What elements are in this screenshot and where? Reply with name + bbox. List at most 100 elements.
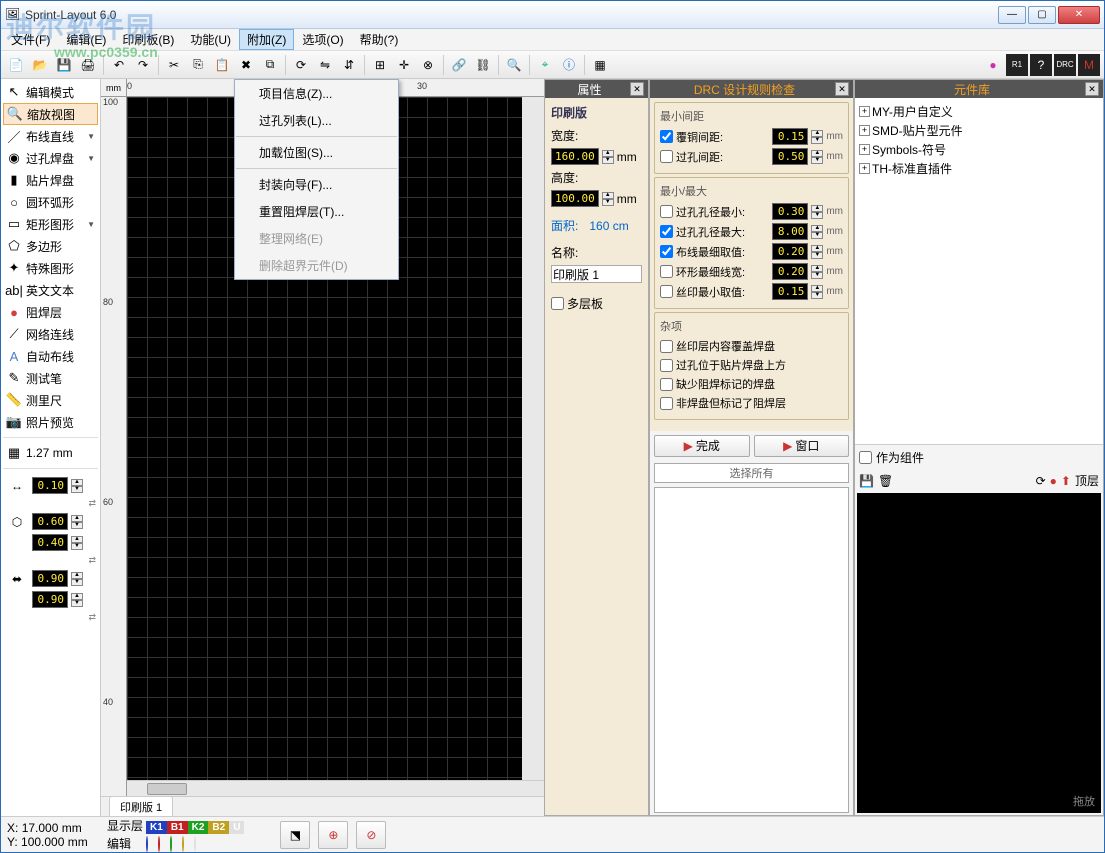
drc-select-all[interactable]: 选择所有 (654, 463, 849, 483)
maximize-button[interactable]: ▢ (1028, 6, 1056, 24)
tool-测试笔[interactable]: ✎测试笔 (3, 367, 98, 389)
tool-缩放视图[interactable]: 🔍缩放视图 (3, 103, 98, 125)
drc-close-icon[interactable]: ✕ (835, 82, 849, 96)
align-icon[interactable]: ⊞ (369, 54, 391, 76)
layer-chip[interactable]: K2 (188, 821, 209, 834)
r1-icon[interactable]: R1 (1006, 54, 1028, 76)
link-icon[interactable]: 🔗 (448, 54, 470, 76)
layer-chip[interactable]: U (229, 821, 244, 834)
board-tab[interactable]: 印刷版 1 (109, 796, 173, 816)
tool-阻焊层[interactable]: ●阻焊层 (3, 301, 98, 323)
tool-圆环弧形[interactable]: ○圆环弧形 (3, 191, 98, 213)
dropdown-item[interactable]: 过孔列表(L)... (235, 107, 398, 134)
refresh-icon[interactable]: ⟳ (1036, 474, 1046, 488)
drc-checkbox[interactable] (660, 205, 673, 218)
record-comp-icon[interactable]: ● (1050, 474, 1057, 488)
scrollbar-horizontal[interactable] (127, 780, 544, 796)
info-icon[interactable]: ⓘ (558, 54, 580, 76)
lib-node[interactable]: +Symbols-符号 (859, 140, 1099, 159)
fliph-icon[interactable]: ⇋ (314, 54, 336, 76)
drc-checkbox[interactable] (660, 265, 673, 278)
layer-radio[interactable] (194, 836, 196, 852)
as-component-checkbox[interactable] (859, 451, 872, 464)
new-icon[interactable]: 📄 (5, 54, 27, 76)
drc-value[interactable]: 0.15 (772, 128, 808, 145)
drc-result-list[interactable] (654, 487, 849, 814)
lib-close-icon[interactable]: ✕ (1085, 82, 1099, 96)
flipv-icon[interactable]: ⇵ (338, 54, 360, 76)
param-row[interactable]: 0.90▲▼ (5, 591, 96, 608)
layer-chip[interactable]: B2 (208, 821, 229, 834)
dropdown-item[interactable]: 重置阻焊层(T)... (235, 198, 398, 225)
props-close-icon[interactable]: ✕ (630, 82, 644, 96)
unlink-icon[interactable]: ⛓ (472, 54, 494, 76)
tool-特殊图形[interactable]: ✦特殊图形 (3, 257, 98, 279)
layer-radio[interactable] (158, 836, 160, 852)
board-name-input[interactable] (551, 265, 642, 283)
snap-icon[interactable]: ✛ (393, 54, 415, 76)
component-canvas[interactable]: 拖放 (857, 493, 1101, 813)
tool-编辑模式[interactable]: ↖编辑模式 (3, 81, 98, 103)
tool-矩形图形[interactable]: ▭矩形图形▼ (3, 213, 98, 235)
drc-checkbox[interactable] (660, 378, 673, 391)
width-value[interactable]: 160.00 (551, 148, 599, 165)
lib-node[interactable]: +TH-标准直插件 (859, 159, 1099, 178)
param-row[interactable]: ↔0.10▲▼ (5, 477, 96, 494)
lib-node[interactable]: +MY-用户自定义 (859, 102, 1099, 121)
status-btn-3[interactable]: ⊘ (356, 821, 386, 849)
tool-测里尺[interactable]: 📏测里尺 (3, 389, 98, 411)
layer-chip[interactable]: B1 (167, 821, 188, 834)
drc-checkbox[interactable] (660, 150, 673, 163)
drc-checkbox[interactable] (660, 397, 673, 410)
param-value[interactable]: 0.90 (32, 591, 68, 608)
drc-checkbox[interactable] (660, 340, 673, 353)
record-icon[interactable]: ● (982, 54, 1004, 76)
lib-node[interactable]: +SMD-贴片型元件 (859, 121, 1099, 140)
drc-checkbox[interactable] (660, 245, 673, 258)
param-value[interactable]: 0.40 (32, 534, 68, 551)
save-icon[interactable]: 💾 (53, 54, 75, 76)
menu-3[interactable]: 功能(U) (182, 29, 239, 50)
drc-checkbox[interactable] (660, 130, 673, 143)
layer-radio[interactable] (146, 836, 148, 852)
print-icon[interactable]: 🖨 (77, 54, 99, 76)
target-icon[interactable]: ⌖ (534, 54, 556, 76)
layer-chip[interactable]: K1 (146, 821, 167, 834)
delete-comp-icon[interactable]: 🗑 (878, 474, 893, 488)
tool-多边形[interactable]: ⬠多边形 (3, 235, 98, 257)
cut-icon[interactable]: ✂ (163, 54, 185, 76)
m-icon[interactable]: M (1078, 54, 1100, 76)
drc-checkbox[interactable] (660, 359, 673, 372)
paste-icon[interactable]: 📋 (211, 54, 233, 76)
expand-icon[interactable]: + (859, 106, 870, 117)
tool-贴片焊盘[interactable]: ▮贴片焊盘 (3, 169, 98, 191)
param-row[interactable]: ⬡0.60▲▼ (5, 513, 96, 530)
param-row[interactable]: 0.40▲▼ (5, 534, 96, 551)
drc-done-button[interactable]: ▶完成 (654, 435, 750, 457)
status-btn-1[interactable]: ⬔ (280, 821, 310, 849)
tool-自动布线[interactable]: A自动布线 (3, 345, 98, 367)
layer-radio[interactable] (182, 836, 184, 852)
minimize-button[interactable]: — (998, 6, 1026, 24)
status-btn-2[interactable]: ⊕ (318, 821, 348, 849)
help-icon[interactable]: ? (1030, 54, 1052, 76)
drc-checkbox[interactable] (660, 225, 673, 238)
drc-value[interactable]: 0.20 (772, 243, 808, 260)
undo-icon[interactable]: ↶ (108, 54, 130, 76)
save-comp-icon[interactable]: 💾 (859, 474, 874, 488)
height-value[interactable]: 100.00 (551, 190, 599, 207)
expand-icon[interactable]: + (859, 125, 870, 136)
close-button[interactable]: ✕ (1058, 6, 1100, 24)
redo-icon[interactable]: ↷ (132, 54, 154, 76)
delete-icon[interactable]: ✖ (235, 54, 257, 76)
drc-checkbox[interactable] (660, 285, 673, 298)
menu-1[interactable]: 编辑(E) (58, 29, 114, 50)
tool-网络连线[interactable]: ⟋网络连线 (3, 323, 98, 345)
pattern-icon[interactable]: ▦ (589, 54, 611, 76)
menu-4[interactable]: 附加(Z) (239, 29, 294, 50)
drc-value[interactable]: 8.00 (772, 223, 808, 240)
expand-icon[interactable]: + (859, 144, 870, 155)
menu-6[interactable]: 帮助(?) (352, 29, 407, 50)
param-value[interactable]: 0.90 (32, 570, 68, 587)
rotate-icon[interactable]: ⟳ (290, 54, 312, 76)
